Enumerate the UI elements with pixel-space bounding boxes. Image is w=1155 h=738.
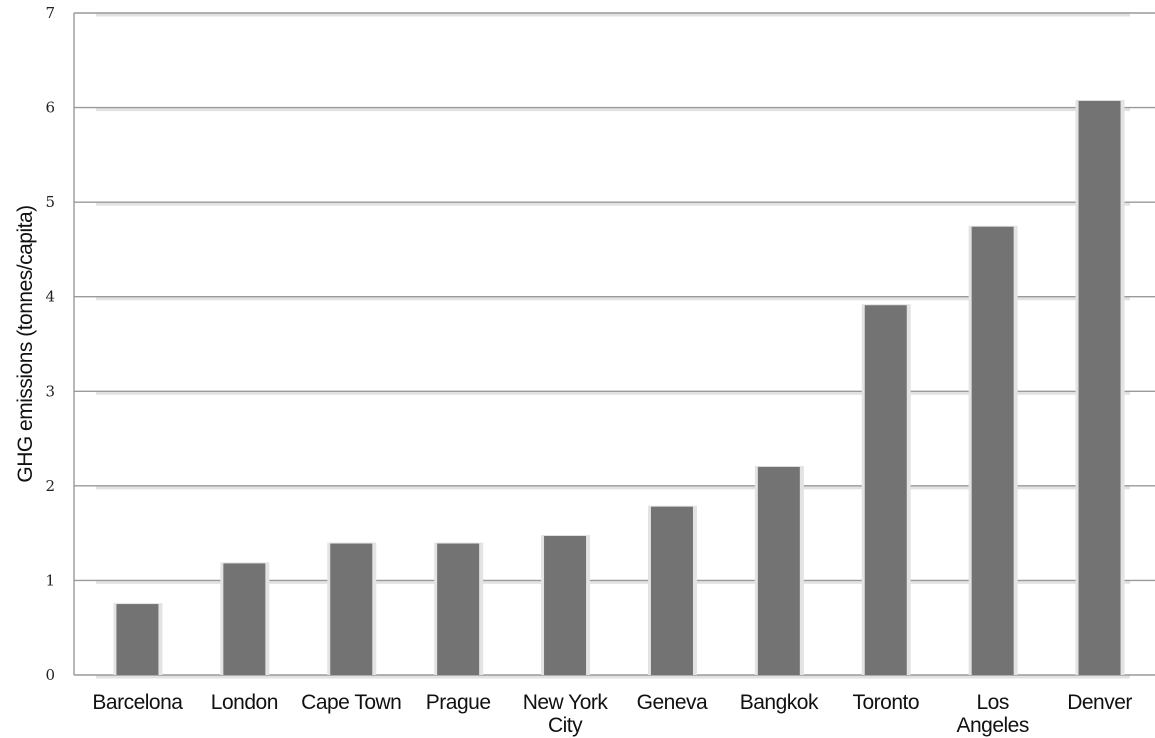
x-category-label: Bangkok <box>740 691 819 714</box>
x-category-label: Cape Town <box>301 691 401 714</box>
x-category-label: City <box>548 714 583 737</box>
x-category-label: Denver <box>1067 691 1132 714</box>
bar <box>223 563 266 675</box>
x-category-label: Prague <box>426 691 491 714</box>
x-category-label: Toronto <box>852 691 919 714</box>
y-tick-label: 5 <box>45 193 55 211</box>
y-tick-label: 2 <box>45 477 55 495</box>
x-category-label: Barcelona <box>92 691 183 714</box>
bar <box>864 305 907 675</box>
category-labels: Barcelona London Cape Town Prague New YorkCi… <box>92 691 1132 737</box>
y-axis-title: GHG emissions (tonnes/capita) <box>14 205 37 482</box>
bar <box>330 543 373 675</box>
bar <box>437 543 480 675</box>
gridlines <box>73 12 1155 679</box>
y-tick-label: 1 <box>45 571 55 589</box>
y-tick-label: 6 <box>45 99 55 117</box>
y-tick-labels: 0 1 2 3 4 5 6 7 <box>45 4 55 684</box>
y-tick-label: 4 <box>45 288 55 306</box>
y-tick-label: 3 <box>45 382 55 400</box>
x-category-label: Los <box>976 691 1008 714</box>
x-category-label: Angeles <box>956 714 1028 737</box>
x-category-label: London <box>211 691 278 714</box>
bars <box>113 99 1125 676</box>
y-tick-label: 0 <box>45 666 55 684</box>
x-category-label: New York <box>523 691 609 714</box>
bar <box>971 226 1014 675</box>
bar <box>650 506 693 675</box>
y-tick-label: 7 <box>45 4 55 22</box>
bar <box>116 604 159 675</box>
bar <box>1078 100 1121 676</box>
bar <box>544 535 587 675</box>
bar <box>757 466 800 675</box>
x-category-label: Geneva <box>637 691 708 714</box>
